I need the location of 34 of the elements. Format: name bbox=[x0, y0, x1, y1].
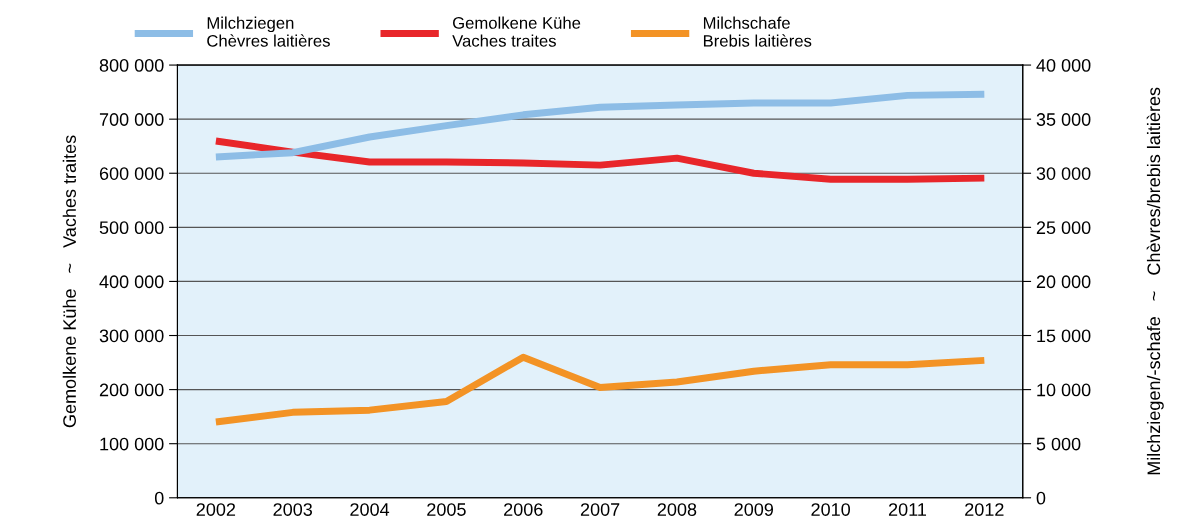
y2-tick-label: 20 000 bbox=[1036, 275, 1091, 289]
y2-tick-label: 35 000 bbox=[1036, 113, 1091, 126]
legend-label: Milchziegen Chèvres laitières bbox=[207, 16, 330, 47]
x-tick-label: 2005 bbox=[427, 503, 466, 516]
legend-label: Milchschafe Brebis laitières bbox=[703, 16, 812, 47]
y2-axis-title: Milchziegen/-schafe ~ Chèvres/brebis laitières bbox=[1146, 87, 1164, 475]
y2-tick-label: 10 000 bbox=[1037, 383, 1091, 397]
y-tick-label: 400 000 bbox=[99, 275, 164, 289]
x-tick-label: 2006 bbox=[504, 503, 543, 516]
y2-tick-label: 15 000 bbox=[1037, 329, 1091, 343]
y-tick-label: 600 000 bbox=[99, 167, 164, 180]
legend-label: Gemolkene Kühe Vaches traites bbox=[452, 16, 581, 47]
y-tick-label: 300 000 bbox=[99, 329, 164, 343]
y2-tick-label: 5 000 bbox=[1036, 437, 1081, 451]
y2-tick-label: 40 000 bbox=[1036, 59, 1091, 72]
y-axis-title: Gemolkene Kühe ~ Vaches traites bbox=[62, 135, 76, 428]
x-tick-label: 2010 bbox=[811, 503, 851, 516]
y-tick-label: 500 000 bbox=[99, 221, 164, 235]
x-tick-label: 2008 bbox=[657, 503, 697, 516]
x-tick-label: 2011 bbox=[888, 503, 927, 516]
x-tick-label: 2007 bbox=[580, 503, 620, 516]
y2-tick-label: 0 bbox=[1036, 491, 1046, 505]
x-tick-label: 2003 bbox=[273, 503, 313, 516]
y-tick-label: 0 bbox=[154, 491, 164, 505]
y2-tick-label: 30 000 bbox=[1036, 167, 1091, 180]
y2-tick-label: 25 000 bbox=[1036, 221, 1091, 235]
y-tick-label: 100 000 bbox=[100, 437, 164, 451]
y-tick-label: 700 000 bbox=[99, 113, 164, 126]
x-tick-label: 2004 bbox=[350, 503, 390, 516]
y-tick-label: 800 000 bbox=[99, 59, 164, 72]
x-tick-label: 2012 bbox=[965, 503, 1004, 516]
y-tick-label: 200 000 bbox=[99, 383, 164, 397]
x-tick-label: 2009 bbox=[734, 503, 774, 516]
x-tick-label: 2002 bbox=[196, 503, 236, 516]
